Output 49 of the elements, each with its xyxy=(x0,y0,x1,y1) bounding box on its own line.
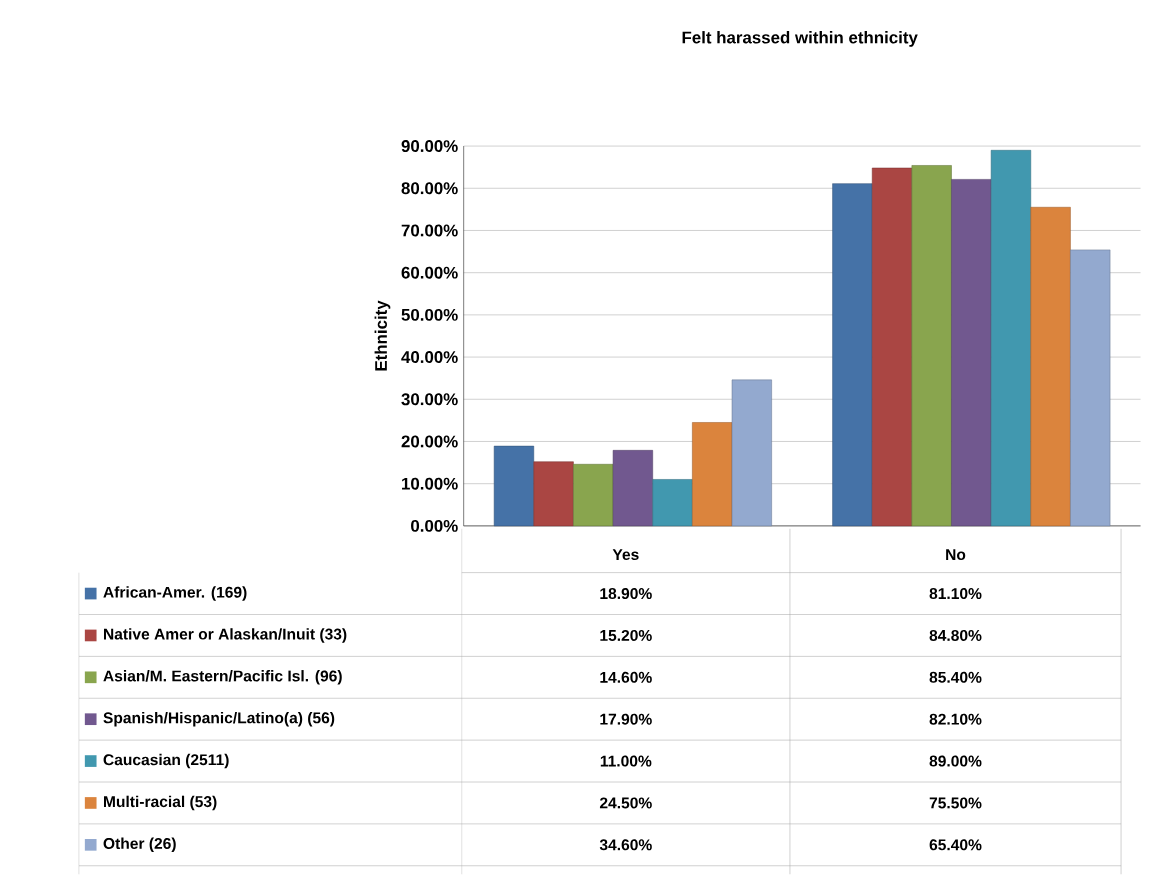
chart-title: Felt harassed within ethnicity xyxy=(682,31,918,48)
y-tick-label: 20.00% xyxy=(401,435,458,448)
y-axis-title: Ethnicity xyxy=(374,300,391,371)
bar xyxy=(990,150,1032,527)
bar xyxy=(493,446,535,527)
y-tick-label: 90.00% xyxy=(401,140,458,153)
y-tick-label: 80.00% xyxy=(401,182,458,195)
data-label: 15.20% xyxy=(600,630,652,642)
bar xyxy=(573,464,614,527)
y-tick-label: 40.00% xyxy=(401,351,458,364)
y-tick-label: 70.00% xyxy=(401,224,458,237)
bar xyxy=(692,422,733,527)
data-label: 14.60% xyxy=(600,672,652,684)
y-tick-label: 10.00% xyxy=(402,477,458,490)
data-label: 18.90% xyxy=(600,588,652,600)
y-tick-label: 60.00% xyxy=(401,266,458,279)
data-label: 34.60% xyxy=(599,839,652,851)
bar xyxy=(652,479,693,527)
legend-label: Spanish/Hispanic/Latino(a) (56) xyxy=(103,712,335,727)
bar xyxy=(533,461,574,527)
legend-label: African-Amer. (169) xyxy=(103,586,247,602)
legend-label: Asian/M. Eastern/Pacific Isl. (96) xyxy=(103,670,342,685)
y-tick-label: 50.00% xyxy=(401,309,458,322)
data-label: 11.00% xyxy=(600,755,652,767)
x-tick-label: Yes xyxy=(612,549,639,561)
legend-label: Multi-racial (53) xyxy=(104,795,217,811)
data-label: 85.40% xyxy=(929,672,982,684)
x-tick-label: No xyxy=(946,549,966,561)
data-label: 65.40% xyxy=(929,839,982,851)
data-label: 75.50% xyxy=(929,797,982,809)
bar xyxy=(911,165,952,527)
data-label: 24.50% xyxy=(599,797,652,809)
bar xyxy=(612,450,653,527)
data-label: 81.10% xyxy=(929,588,982,600)
bar xyxy=(1030,207,1071,527)
bar xyxy=(832,183,873,527)
data-label: 84.80% xyxy=(929,630,982,642)
bar xyxy=(871,167,913,527)
data-label: 17.90% xyxy=(600,713,652,725)
bar xyxy=(1070,249,1111,527)
y-tick-label: 30.00% xyxy=(401,393,458,406)
bar xyxy=(951,179,992,527)
data-label: 89.00% xyxy=(929,755,982,767)
y-tick-label: 0.00% xyxy=(411,520,458,533)
data-label: 82.10% xyxy=(929,713,982,725)
legend-label: Caucasian (2511) xyxy=(103,754,229,769)
bar xyxy=(731,379,772,527)
legend-label: Other (26) xyxy=(103,837,176,853)
legend-label: Native Amer or Alaskan/Inuit (33) xyxy=(104,628,347,643)
